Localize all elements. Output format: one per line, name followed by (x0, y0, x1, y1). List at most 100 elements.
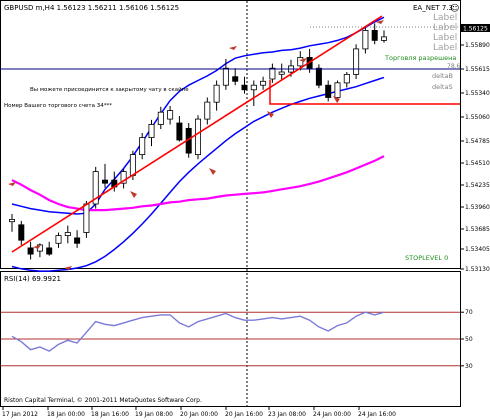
copyright: Riston Capital Terminal, © 2001-2011 Met… (4, 397, 202, 404)
price-tick-label: 1.55890 (465, 42, 490, 49)
price-tick-label: 1.54235 (465, 182, 490, 189)
candle (380, 30, 387, 43)
candle (353, 44, 360, 79)
bollinger-bands (11, 16, 385, 272)
smiley-icon: ☺ (450, 3, 459, 14)
label-text-2: Label (433, 23, 457, 33)
candle-body (176, 122, 183, 141)
rsi-level-label: 30 (465, 363, 473, 370)
candle-body (204, 101, 211, 120)
time-label: 24 Jan 16:00 (358, 411, 396, 418)
signal-arrow-icon (376, 20, 384, 24)
candle (371, 23, 378, 45)
candle-body (241, 84, 248, 91)
candle (176, 116, 183, 142)
candle-body (362, 29, 369, 50)
signal-arrow-icon (299, 58, 307, 62)
candle-body (18, 224, 25, 241)
time-label: 18 Jan 16:00 (91, 411, 129, 418)
candle (8, 214, 15, 232)
rsi-polyline (11, 311, 385, 352)
price-tick-label: 1.54785 (465, 138, 490, 145)
current-price-box (461, 24, 490, 32)
delta-s: deltaS (432, 83, 453, 91)
band-upper (11, 16, 385, 215)
rsi-level-label: 50 (465, 336, 473, 343)
candle-body (380, 36, 387, 41)
candle-body (269, 67, 276, 80)
trend-line (11, 15, 383, 253)
price-tick-label: 1.55060 (465, 114, 490, 121)
candle (325, 80, 332, 102)
price-tick-label: 1.55615 (465, 66, 490, 73)
price-tick-label: 1.53960 (465, 204, 490, 211)
candle (64, 225, 71, 244)
candle (232, 68, 239, 86)
candle (315, 64, 322, 89)
signal-arrow-icon (33, 245, 41, 249)
candle (343, 72, 350, 88)
candle (222, 58, 229, 90)
candle-body (46, 247, 53, 255)
candle-body (27, 247, 34, 255)
time-label: 24 Jan 00:00 (313, 411, 351, 418)
candle-body (353, 48, 360, 75)
current-price: 1.56125 (463, 26, 488, 33)
candle-body (148, 124, 155, 139)
time-label: 18 Jan 00:00 (47, 411, 85, 418)
candle-body (315, 67, 322, 86)
delta-b: deltaB (432, 72, 453, 80)
ma-line (11, 155, 385, 212)
candle-body (194, 118, 201, 155)
time-label: 23 Jan 08:00 (268, 411, 306, 418)
candle-body (250, 84, 257, 91)
candle-body (213, 84, 220, 103)
candle-body (157, 111, 164, 125)
candle-body (129, 154, 136, 176)
trade-permission: Торговля разрешена (384, 54, 456, 62)
candle-body (83, 203, 90, 233)
candle-body (8, 218, 15, 223)
signal-arrow-icon (8, 182, 16, 186)
candle-body (92, 171, 99, 205)
candle (260, 76, 267, 90)
candle (46, 241, 53, 256)
main-chart-frame (0, 0, 461, 269)
candle (139, 133, 146, 160)
candle (102, 163, 109, 188)
candle (362, 27, 369, 54)
candle (167, 106, 174, 125)
candle (278, 63, 285, 81)
rsi-line (11, 311, 385, 352)
signal-arrow-icon (333, 96, 340, 103)
price-tick-label: 1.55340 (465, 90, 490, 97)
rsi-level-label: 70 (465, 309, 473, 316)
candle (269, 63, 276, 83)
moving-average (11, 155, 385, 212)
candle (241, 76, 248, 94)
candle (92, 166, 99, 209)
candle (204, 97, 211, 125)
signal-arrow-icon (64, 266, 72, 270)
candle-body (334, 82, 341, 98)
candle-body (139, 137, 146, 156)
time-axis[interactable]: 17 Jan 2012 18 Jan 00:00 18 Jan 16:00 19 Ja… (2, 406, 396, 418)
candle (148, 119, 155, 147)
candle-body (232, 76, 239, 82)
candle-body (222, 67, 229, 86)
candle-body (102, 179, 109, 184)
signal-arrow-icon (267, 111, 274, 118)
candle-body (120, 171, 127, 184)
candle-body (371, 29, 378, 41)
label-text-1: Label (433, 13, 457, 23)
label-text-3: Label (433, 33, 457, 43)
symbol-info: GBPUSD m,H4 1.56123 1.56211 1.56106 1.56… (4, 4, 179, 12)
signal-arrow-icon (229, 46, 237, 50)
price-scale[interactable]: 1.55890 1.55615 1.55340 1.55060 1.54785 1.545… (460, 42, 490, 273)
time-label: 20 Jan 16:00 (225, 411, 263, 418)
chat-invite: Вы можете присоединится к закрытому чату… (30, 86, 189, 93)
stoplevel: STOPLEVEL 0 (405, 254, 448, 262)
spread-value: 78.6 (447, 63, 461, 70)
candle-body (55, 235, 62, 244)
